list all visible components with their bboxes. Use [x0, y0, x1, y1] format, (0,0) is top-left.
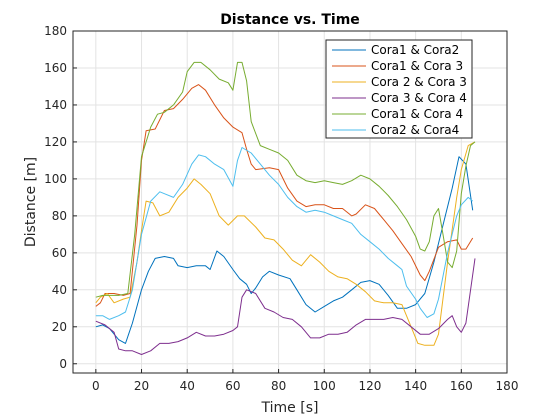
legend-box — [325, 39, 473, 139]
x-tick-label: 140 — [404, 379, 427, 393]
legend-label-5: Cora1 & Cora 4 — [371, 107, 463, 121]
y-tick-label: 180 — [44, 24, 67, 38]
y-tick-label: 140 — [44, 98, 67, 112]
x-tick-label: 160 — [450, 379, 473, 393]
series-line-6 — [95, 147, 474, 320]
x-tick-label: 180 — [496, 379, 519, 393]
x-tick-label: 120 — [358, 379, 381, 393]
legend-label-6: Cora2 & Cora4 — [371, 123, 459, 137]
x-tick-label: 40 — [180, 379, 195, 393]
x-tick-label: 60 — [225, 379, 240, 393]
y-tick-label: 60 — [52, 246, 67, 260]
legend-label-3: Cora 2 & Cora 3 — [371, 75, 467, 89]
series-lines — [95, 61, 476, 355]
series-line-2 — [95, 84, 474, 307]
legend-label-2: Cora1 & Cora 3 — [371, 59, 463, 73]
legend: Cora1 & Cora2 Cora1 & Cora 3 Cora 2 & Cora… — [325, 39, 473, 139]
x-tick-label: 0 — [92, 379, 100, 393]
y-tick-label: 0 — [59, 357, 67, 371]
grid-lines — [73, 30, 508, 373]
y-tick-label: 160 — [44, 61, 67, 75]
legend-label-1: Cora1 & Cora2 — [371, 43, 459, 57]
x-tick-label: 20 — [134, 379, 149, 393]
series-line-5 — [95, 61, 476, 298]
x-tick-label: 100 — [313, 379, 336, 393]
y-tick-label: 40 — [52, 283, 67, 297]
y-tick-label: 120 — [44, 135, 67, 149]
legend-label-4: Cora 3 & Cora 4 — [371, 91, 467, 105]
chart-title: Distance vs. Time — [220, 12, 360, 28]
x-axis-label: Time [s] — [261, 400, 319, 416]
y-tick-label: 100 — [44, 172, 67, 186]
series-line-1 — [95, 156, 474, 344]
plot-frame — [72, 30, 508, 374]
x-tick-label: 80 — [271, 379, 286, 393]
series-line-4 — [95, 258, 476, 355]
axis-ticks: 0 20 40 60 80 100 120 140 160 180 0 20 40 60 80 100 120 1… — [44, 24, 518, 393]
y-tick-label: 80 — [52, 209, 67, 223]
y-axis-label: Distance [m] — [23, 157, 39, 247]
series-line-3 — [95, 141, 476, 346]
y-tick-label: 20 — [52, 320, 67, 334]
